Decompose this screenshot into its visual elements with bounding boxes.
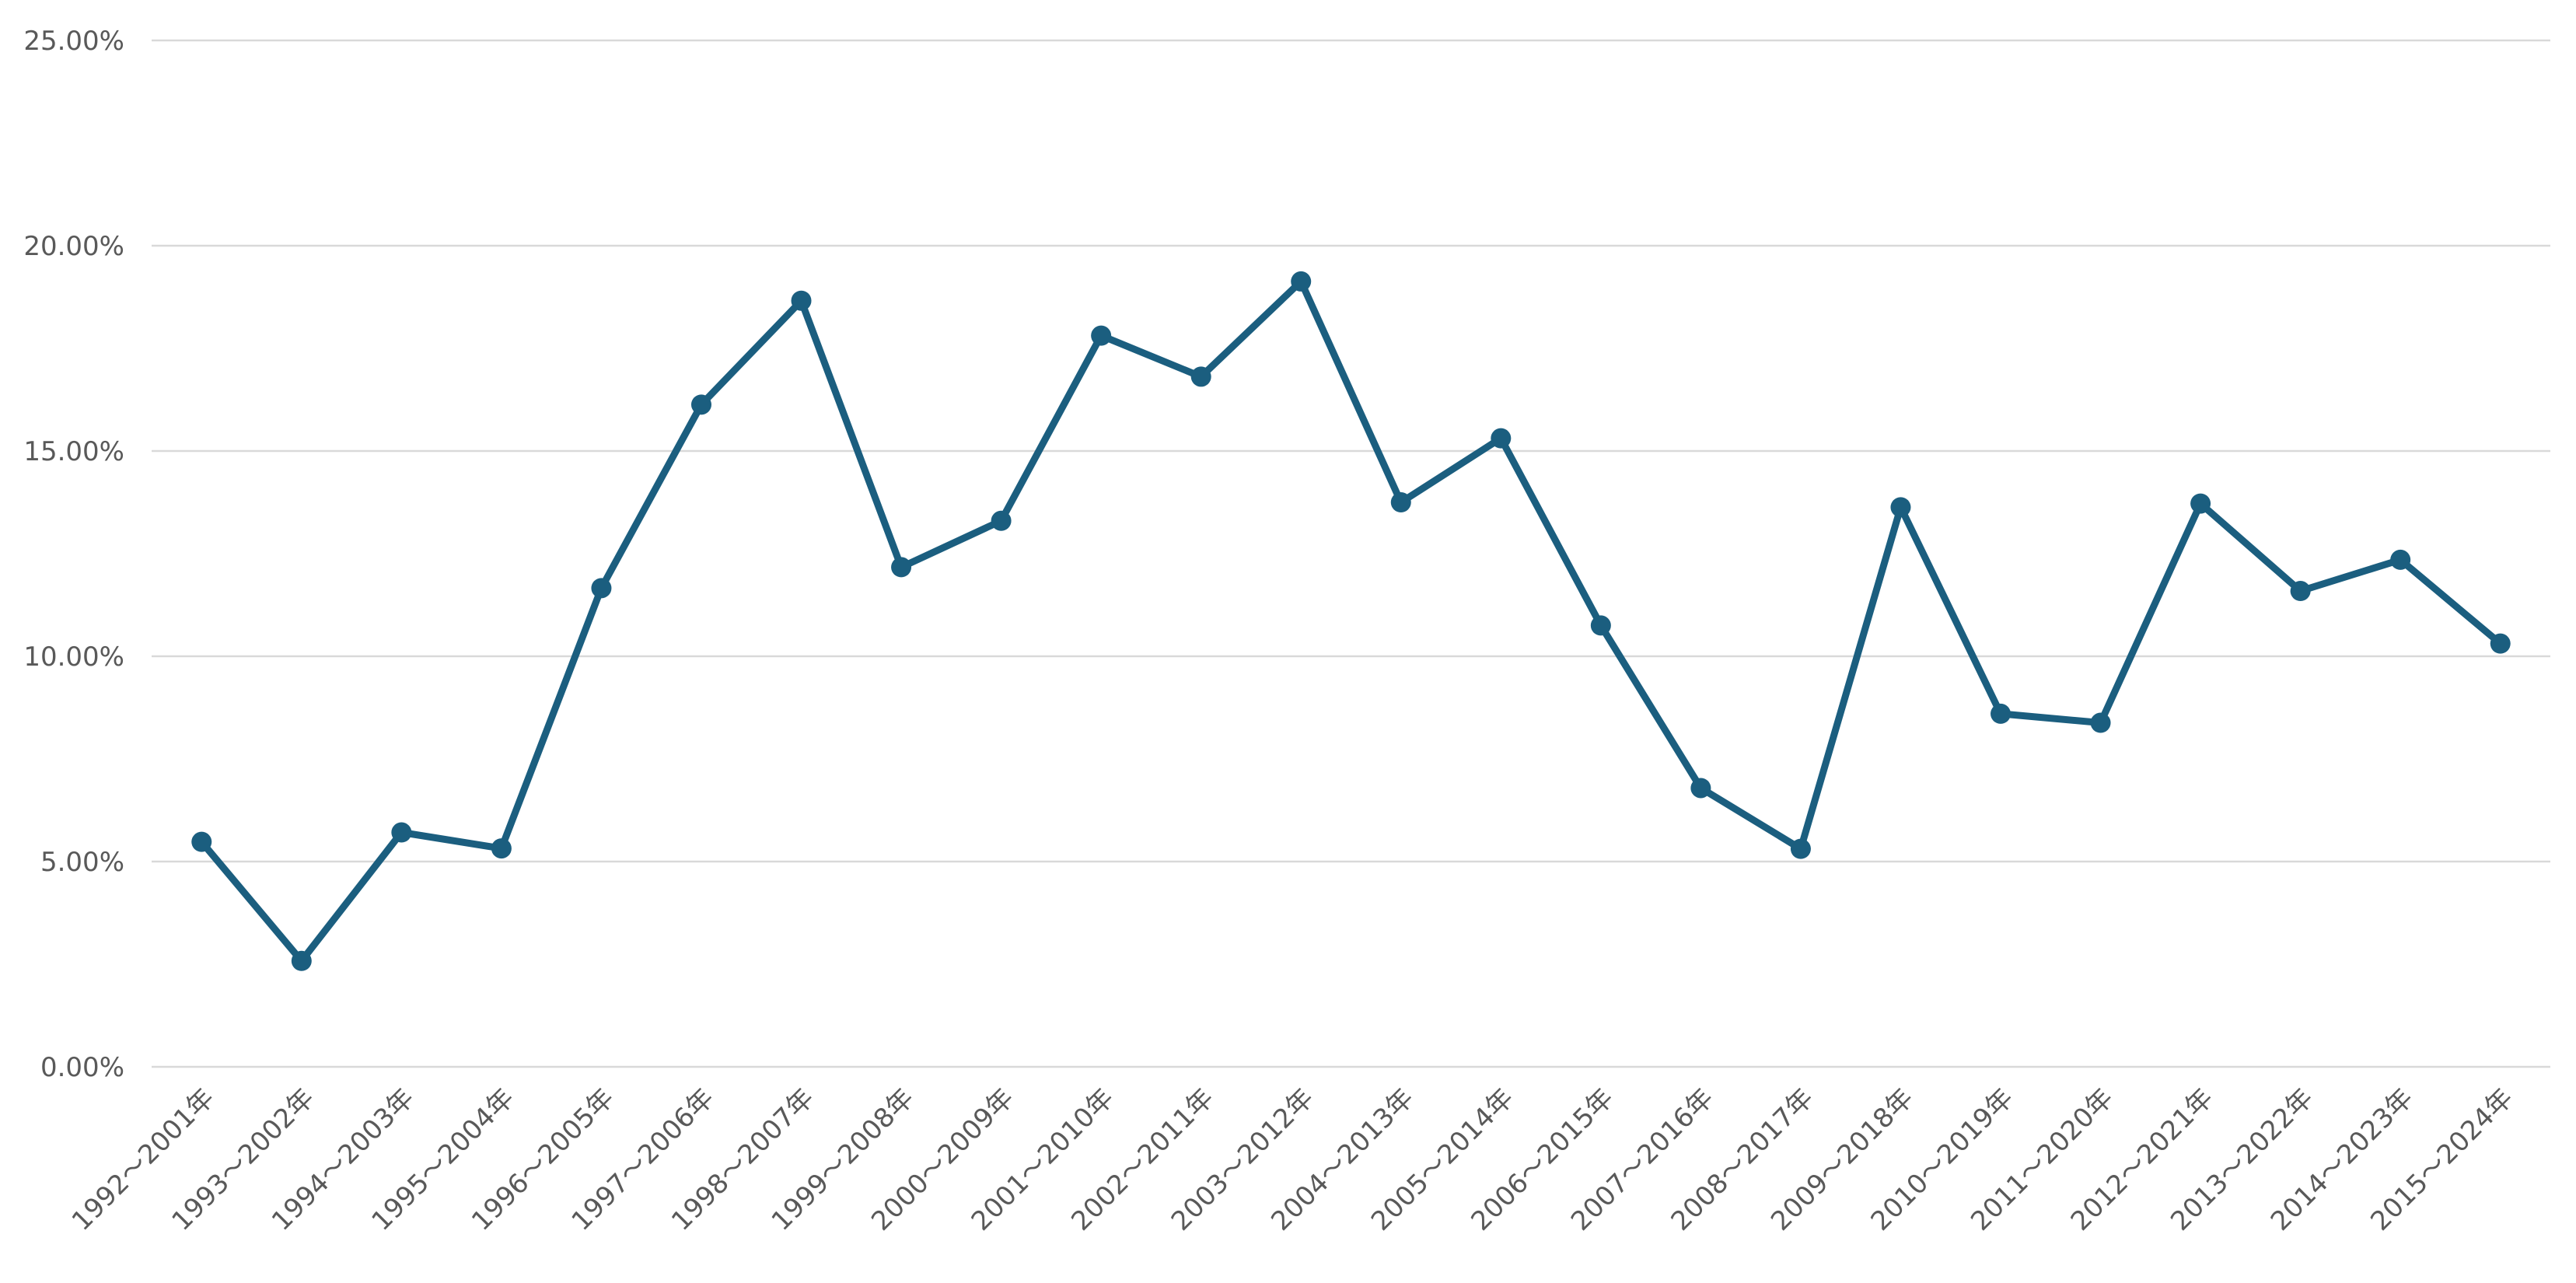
data-point: [491, 838, 512, 859]
y-axis-tick-labels: 0.00% 5.00% 10.00% 15.00% 20.00% 25.00%: [23, 26, 124, 1083]
data-point: [591, 578, 612, 599]
data-point: [391, 822, 412, 843]
gridlines: [152, 39, 2550, 1068]
data-point: [191, 831, 212, 852]
data-point: [2390, 549, 2411, 570]
data-point: [791, 290, 812, 311]
series-line: [197, 278, 2504, 965]
data-point: [991, 510, 1012, 531]
x-axis-tick-labels: 1992～2001年1993～2002年1994～2003年1995～2004年…: [66, 1082, 2519, 1237]
data-point: [2190, 493, 2211, 514]
data-point: [1291, 271, 1312, 292]
y-tick-label: 10.00%: [23, 642, 124, 673]
data-point: [891, 557, 912, 578]
data-point: [1991, 703, 2012, 724]
data-point: [2290, 581, 2311, 602]
data-point: [1091, 325, 1112, 346]
y-tick-label: 15.00%: [23, 436, 124, 467]
data-point: [1390, 492, 1411, 512]
y-tick-label: 25.00%: [23, 26, 124, 57]
data-point: [1690, 778, 1711, 799]
data-point: [1890, 497, 1911, 518]
data-point: [1491, 428, 1512, 449]
y-tick-label: 5.00%: [40, 847, 124, 878]
y-tick-label: 0.00%: [40, 1052, 124, 1083]
data-point: [2090, 712, 2111, 733]
data-point: [1790, 838, 1811, 859]
data-point: [1190, 366, 1211, 387]
data-point: [690, 394, 711, 415]
data-point: [1590, 615, 1611, 636]
data-point: [2490, 633, 2511, 654]
series-layer: [191, 271, 2511, 971]
y-tick-label: 20.00%: [23, 231, 124, 262]
data-point: [291, 950, 312, 971]
